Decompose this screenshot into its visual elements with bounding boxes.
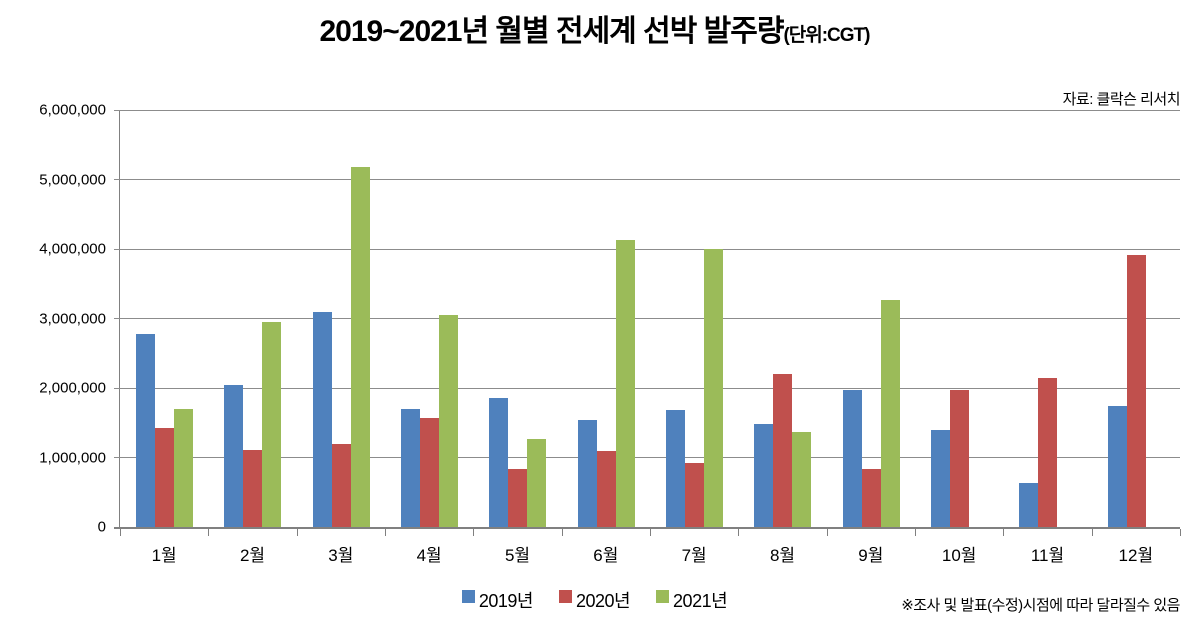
bar-2020년-9월 <box>861 469 881 527</box>
gridline <box>114 457 1180 458</box>
bar-2019년-6월 <box>577 420 597 527</box>
x-axis-line <box>114 527 1180 529</box>
y-axis-label: 4,000,000 <box>39 240 106 258</box>
x-axis-tick <box>208 529 209 536</box>
bar-2021년-4월 <box>439 315 458 527</box>
bar-2021년-3월 <box>350 167 370 527</box>
bar-2020년-3월 <box>331 444 351 527</box>
x-axis-label: 7월 <box>681 546 707 565</box>
bar-2020년-5월 <box>508 469 528 527</box>
x-axis-label: 10월 <box>941 546 977 565</box>
bar-2021년-7월 <box>704 249 723 527</box>
y-axis-label: 0 <box>97 518 106 536</box>
x-axis-tick <box>738 529 739 536</box>
footnote: ※조사 및 발표(수정)시점에 따라 달라질수 있음 <box>901 597 1180 614</box>
bar-2019년-9월 <box>842 390 862 527</box>
legend-swatch-icon <box>656 590 670 603</box>
legend-label: 2020년 <box>575 591 631 611</box>
bar-2021년-6월 <box>615 240 635 527</box>
bar-2021년-8월 <box>792 432 812 527</box>
chart-title-unit: (단위:CGT) <box>783 25 870 46</box>
y-axis-label: 3,000,000 <box>39 310 106 327</box>
bar-2019년-10월 <box>931 430 950 527</box>
bar-2021년-1월 <box>174 409 193 527</box>
gridline <box>114 109 1180 111</box>
x-axis-label: 12월 <box>1118 546 1154 565</box>
legend-label: 2021년 <box>673 591 728 611</box>
bar-2019년-1월 <box>136 334 155 527</box>
x-axis-tick <box>385 529 386 536</box>
x-axis-label: 1월 <box>151 546 177 565</box>
gridline <box>114 387 1180 389</box>
bar-2019년-7월 <box>666 410 685 527</box>
x-axis-tick <box>650 529 651 536</box>
bar-2021년-9월 <box>880 300 900 527</box>
legend-swatch-icon <box>558 590 572 603</box>
plot-area: 0 1,000,000 2,000,000 3,000,000 4,000,000 5,0… <box>39 102 1181 565</box>
bar-2019년-11월 <box>1019 483 1039 527</box>
y-axis-label: 6,000,000 <box>39 101 106 119</box>
x-axis-label: 9월 <box>858 546 884 565</box>
bar-2020년-8월 <box>773 374 793 527</box>
gridline <box>114 318 1180 319</box>
x-axis-tick <box>473 529 474 536</box>
bar-2021년-5월 <box>527 439 547 527</box>
bar-2019년-4월 <box>401 409 420 527</box>
bar-2020년-7월 <box>685 463 704 527</box>
bar-2020년-12월 <box>1126 255 1146 527</box>
legend: 2019년 2020년 2021년 <box>0 587 1189 613</box>
y-axis-label: 2,000,000 <box>39 379 106 397</box>
chart-title: 2019~2021년 월별 전세계 선박 발주량 (단위:CGT) <box>0 6 1189 50</box>
y-axis-label: 1,000,000 <box>39 449 106 466</box>
bar-2019년-12월 <box>1107 406 1127 527</box>
x-axis-tick <box>562 529 563 536</box>
y-axis-label: 5,000,000 <box>39 171 106 188</box>
source-note: 자료: 클락슨 리서치 <box>1062 91 1181 108</box>
x-axis-tick <box>120 529 121 536</box>
bar-2019년-2월 <box>224 385 244 527</box>
x-axis-tick <box>297 529 298 536</box>
bar-2020년-2월 <box>243 450 263 527</box>
bar-2020년-11월 <box>1038 378 1058 527</box>
x-axis-tick <box>1180 529 1181 536</box>
x-axis-tick <box>827 529 828 536</box>
x-axis-tick <box>915 529 916 536</box>
bar-2020년-10월 <box>950 390 969 527</box>
legend-swatch-icon <box>461 590 475 603</box>
x-axis-label: 2월 <box>239 546 266 565</box>
x-axis-label: 6월 <box>593 546 619 565</box>
bar-2019년-3월 <box>312 312 332 527</box>
legend-item-2021년: 2021년 <box>656 587 728 613</box>
x-axis-label: 8월 <box>769 546 796 565</box>
chart-title-text: 2019~2021년 월별 전세계 선박 발주량 <box>319 15 785 48</box>
x-axis-label: 3월 <box>328 546 354 565</box>
gridline <box>114 248 1180 250</box>
legend-item-2019년: 2019년 <box>461 587 534 613</box>
x-axis-label: 5월 <box>504 546 531 565</box>
gridline <box>114 179 1180 180</box>
x-axis-label: 4월 <box>416 546 442 565</box>
x-axis-tick <box>1092 529 1093 536</box>
bar-2019년-5월 <box>489 398 509 527</box>
legend-item-2020년: 2020년 <box>558 587 631 613</box>
bar-2021년-2월 <box>262 322 282 527</box>
legend-label: 2019년 <box>478 591 534 611</box>
x-axis-label: 11월 <box>1030 546 1065 565</box>
bar-2020년-4월 <box>420 418 439 527</box>
bar-2020년-6월 <box>596 451 616 527</box>
bar-2019년-8월 <box>754 424 774 527</box>
x-axis-tick <box>1003 529 1004 536</box>
bar-2020년-1월 <box>155 428 174 527</box>
